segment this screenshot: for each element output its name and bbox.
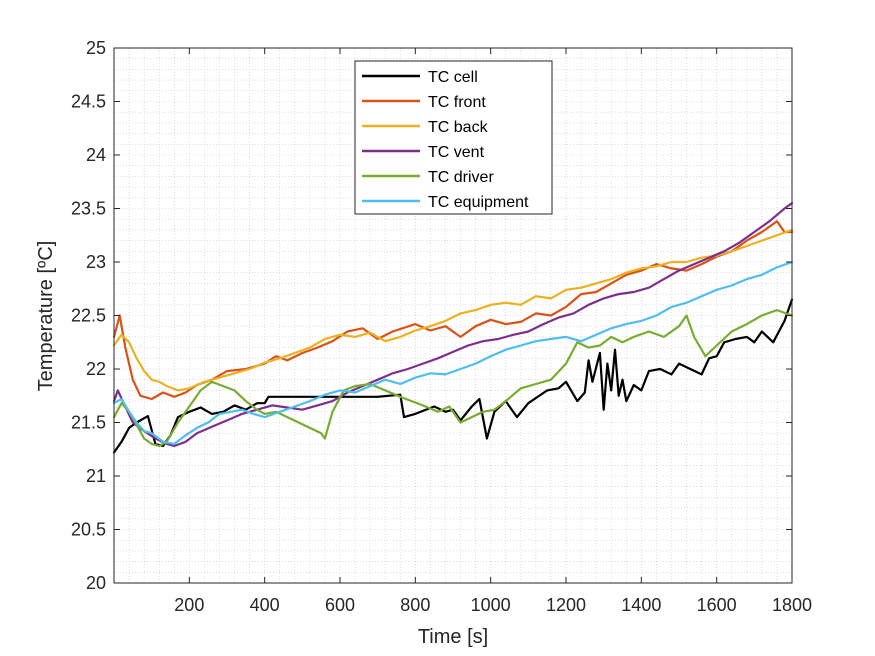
y-tick-label: 23.5 bbox=[71, 199, 106, 219]
legend-label: TC front bbox=[428, 94, 486, 111]
y-tick-label: 20 bbox=[86, 573, 106, 593]
y-tick-label: 24.5 bbox=[71, 92, 106, 112]
legend-box bbox=[354, 60, 553, 215]
x-tick-label: 1800 bbox=[772, 595, 812, 615]
legend-label: TC vent bbox=[428, 144, 485, 161]
x-tick-label: 600 bbox=[325, 595, 355, 615]
series-line-tc-cell bbox=[112, 298, 794, 454]
y-tick-label: 20.5 bbox=[71, 520, 106, 540]
series-line-tc-equipment bbox=[112, 260, 794, 445]
x-tick-label: 1600 bbox=[697, 595, 737, 615]
legend-label: TC back bbox=[428, 119, 489, 136]
y-tick-label: 24 bbox=[86, 145, 106, 165]
series-line-tc-front bbox=[112, 220, 794, 401]
y-tick-label: 25 bbox=[86, 38, 106, 58]
y-axis-title: Temperature [ºC] bbox=[35, 241, 57, 392]
x-tick-label: 200 bbox=[174, 595, 204, 615]
x-axis-title: Time [s] bbox=[418, 626, 488, 648]
x-tick-label: 800 bbox=[400, 595, 430, 615]
axis-ticks: 200 400 600 800 1000 1200 1400 1600 1800 20 20.5 21… bbox=[71, 38, 812, 615]
y-tick-label: 21.5 bbox=[71, 413, 106, 433]
x-tick-label: 1200 bbox=[546, 595, 586, 615]
y-tick-label: 22.5 bbox=[71, 306, 106, 326]
x-tick-label: 1400 bbox=[621, 595, 661, 615]
y-tick-label: 22 bbox=[86, 359, 106, 379]
series-line-tc-vent bbox=[112, 202, 794, 448]
x-tick-label: 400 bbox=[250, 595, 280, 615]
x-tick-label: 1000 bbox=[471, 595, 511, 615]
legend: TC cell TC front TC back TC vent TC driver TC… bbox=[354, 60, 553, 215]
y-tick-label: 21 bbox=[86, 466, 106, 486]
series-line-tc-back bbox=[112, 228, 794, 392]
series-lines bbox=[112, 202, 794, 454]
legend-label: TC equipment bbox=[428, 194, 529, 211]
legend-label: TC driver bbox=[428, 169, 494, 186]
series-line-tc-driver bbox=[112, 309, 794, 448]
legend-label: TC cell bbox=[428, 69, 478, 86]
y-tick-label: 23 bbox=[86, 252, 106, 272]
